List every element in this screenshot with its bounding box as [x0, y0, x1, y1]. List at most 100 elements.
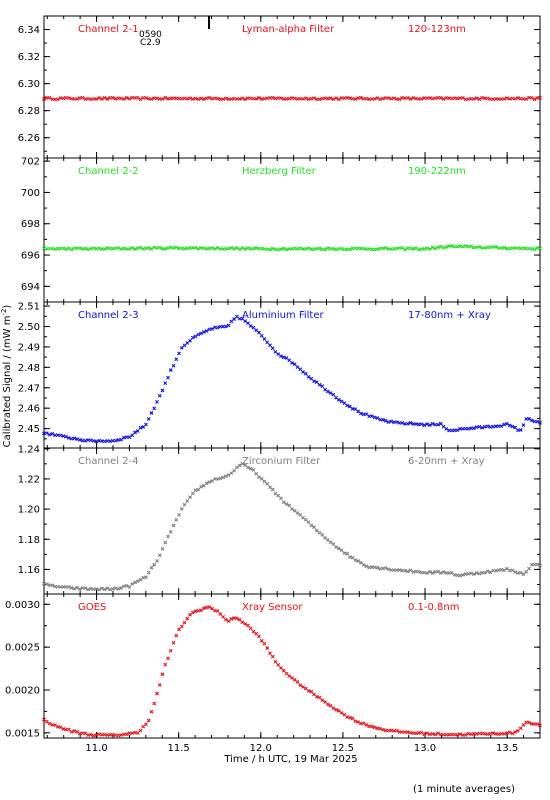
data-point: [207, 327, 212, 332]
data-point: [405, 730, 410, 735]
data-point: [458, 244, 462, 249]
data-point: [372, 247, 377, 252]
data-point: [436, 245, 440, 250]
data-point: [295, 679, 300, 684]
data-point: [268, 651, 272, 656]
data-point: [411, 570, 416, 574]
data-point: [359, 95, 363, 100]
data-point: [331, 97, 336, 102]
data-point: [298, 683, 303, 688]
data-point: [375, 565, 380, 570]
data-point: [436, 422, 440, 427]
data-point: [510, 96, 515, 101]
data-point: [166, 375, 170, 380]
data-point: [215, 325, 220, 330]
data-point: [94, 733, 99, 737]
data-point: [171, 523, 176, 528]
data-point: [529, 95, 534, 100]
data-point: [276, 493, 281, 498]
y-axis-title: Calibrated Signal / (mW m-2): [0, 305, 13, 448]
data-point: [405, 421, 410, 426]
data-point: [441, 424, 446, 429]
data-point: [295, 511, 300, 515]
data-point: [328, 540, 333, 545]
data-point: [529, 418, 534, 423]
data-point: [221, 475, 225, 480]
data-point: [474, 425, 479, 429]
data-point: [273, 659, 278, 664]
data-point: [185, 616, 190, 621]
data-point: [240, 461, 245, 466]
data-point: [240, 96, 245, 101]
data-point: [518, 570, 523, 575]
data-point: [91, 587, 96, 592]
data-point: [262, 96, 267, 101]
data-point: [521, 723, 526, 727]
data-point: [270, 95, 275, 100]
data-point: [317, 695, 322, 700]
data-point: [199, 96, 203, 101]
data-point: [290, 507, 294, 511]
data-point: [182, 620, 187, 625]
data-point: [83, 438, 88, 443]
data-point: [353, 407, 358, 411]
data-point: [320, 698, 325, 703]
data-point: [160, 97, 165, 101]
data-point: [339, 548, 344, 553]
data-point: [347, 96, 352, 101]
data-point: [378, 566, 383, 571]
data-point: [334, 247, 338, 252]
data-point: [317, 97, 322, 102]
data-point: [361, 246, 366, 251]
data-point: [97, 587, 101, 592]
data-point: [86, 587, 90, 592]
data-point: [77, 96, 82, 100]
panel-frame: [43, 593, 541, 739]
data-point: [405, 95, 410, 100]
data-point: [477, 97, 482, 102]
data-point: [350, 406, 355, 411]
data-point: [235, 616, 239, 621]
data-point: [538, 246, 542, 251]
data-point: [193, 334, 198, 339]
data-point: [505, 731, 509, 735]
data-point: [414, 731, 418, 736]
data-point: [94, 97, 99, 101]
data-point: [270, 487, 275, 492]
data-point: [518, 246, 523, 251]
data-point: [427, 732, 432, 737]
data-point: [201, 483, 206, 488]
data-point: [422, 246, 427, 251]
data-point: [58, 246, 63, 251]
data-point: [427, 247, 432, 251]
data-point: [257, 634, 261, 639]
data-point: [328, 391, 333, 395]
data-point: [287, 96, 292, 101]
panel-5: 0.0015 0.0020 0.0025 0.0030 GOES Xray Sensor 0…: [5, 593, 542, 739]
data-point: [336, 97, 341, 102]
data-point: [133, 730, 137, 735]
data-point: [535, 562, 540, 567]
channel-label: Channel 2-1: [78, 24, 139, 35]
data-point: [389, 96, 394, 101]
data-point: [331, 542, 336, 547]
data-point: [389, 419, 394, 424]
data-point: [146, 570, 151, 575]
data-point: [306, 520, 311, 524]
data-point: [138, 425, 143, 430]
y-axis-title-close: ): [2, 305, 13, 309]
band-label: 6-20nm + Xray: [408, 456, 485, 467]
data-point: [138, 97, 143, 102]
y-tick-label: 0.0030: [5, 600, 40, 611]
data-point: [149, 97, 154, 102]
data-point: [229, 616, 234, 621]
data-point: [204, 329, 209, 333]
data-point: [179, 624, 184, 629]
y-tick-label: 2.48: [18, 363, 40, 374]
data-point: [83, 586, 88, 591]
data-point: [466, 426, 471, 431]
data-point: [290, 361, 294, 365]
data-point: [422, 423, 427, 428]
data-point: [488, 731, 493, 736]
data-point: [287, 358, 292, 363]
